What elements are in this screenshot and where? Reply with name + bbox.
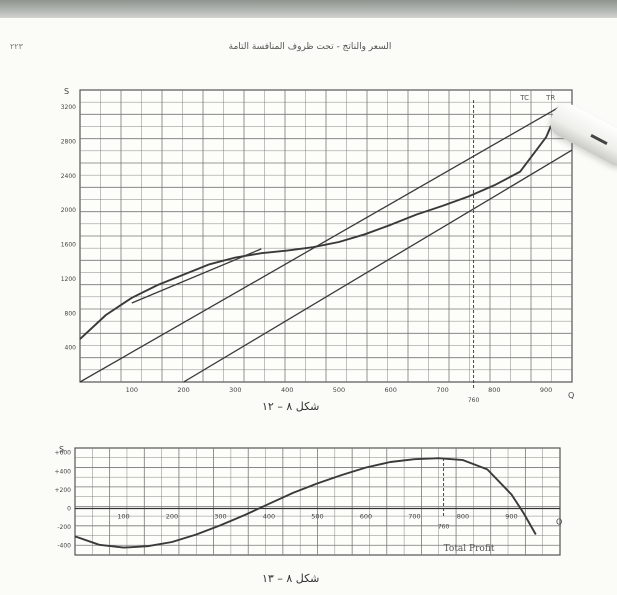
x-tick-label: 300 (229, 386, 241, 394)
x-tick-label: 900 (505, 512, 517, 520)
x-axis-end-label: Q (568, 391, 574, 400)
y-tick-label: 2800 (61, 139, 76, 146)
series-line-1 (74, 457, 537, 549)
curve-label-tc: TC (519, 94, 529, 102)
y-tick-label: -400 (57, 543, 71, 550)
page-number: ٢٢٣ (10, 42, 23, 51)
chart-2: 100 200 300 400 500 600 700 800 900 -400 -200 0 +200… (55, 445, 562, 556)
x-tick-label: 400 (263, 512, 275, 520)
y-tick-label: 2400 (61, 173, 76, 180)
x-tick-label: 700 (436, 386, 448, 394)
x-axis-end-label: Q (556, 517, 562, 526)
x-tick-label: 900 (540, 386, 552, 394)
y-tick-label: 1200 (61, 276, 76, 283)
x-tick-label: 300 (214, 512, 226, 520)
x-tick-label: 100 (117, 512, 129, 520)
x-tick-label: 200 (177, 386, 189, 394)
figure-caption-13: شكل ٨ – ١٣ (262, 572, 320, 585)
guide-label-760: 760 (438, 523, 450, 530)
series-line-1 (79, 106, 560, 340)
page-header: السعر والناتج - تحت ظروف المنافسة التامة (228, 42, 392, 52)
x-tick-label: 400 (281, 386, 293, 394)
x-tick-label: 600 (385, 386, 397, 394)
series-line-3 (183, 149, 573, 383)
y-tick-label: +600 (55, 450, 72, 457)
curve-label-tr: TR (545, 94, 555, 102)
y-tick-label: 800 (65, 310, 77, 317)
y-tick-label: 1600 (61, 242, 76, 249)
series-line-4 (131, 248, 262, 304)
scanner-top-band (0, 0, 617, 22)
x-tick-label: 200 (166, 512, 178, 520)
y-tick-label: 400 (65, 345, 77, 352)
figure-caption-12: شكل ٨ – ١٢ (262, 400, 320, 413)
y-tick-label: -200 (57, 524, 71, 531)
y-tick-label: 0 (67, 505, 71, 512)
y-tick-label: +200 (55, 487, 72, 494)
y-tick-label: +400 (55, 468, 72, 475)
chart-1: 100 200 300 400 500 600 700 800 900 400 800 1200 160… (61, 87, 575, 404)
x-tick-label: 800 (488, 386, 500, 394)
y-axis-end-label: S (64, 87, 69, 96)
y-axis-end-label: S (59, 445, 64, 454)
x-tick-label: 800 (457, 512, 469, 520)
y-tick-label: 2000 (61, 207, 76, 214)
x-tick-label: 500 (333, 386, 345, 394)
series-line-2 (79, 106, 560, 383)
x-tick-label: 100 (126, 386, 138, 394)
x-tick-label: 600 (360, 512, 372, 520)
x-tick-label: 500 (311, 512, 323, 520)
guide-label-760: 760 (468, 397, 480, 404)
y-tick-label: 3200 (61, 104, 76, 111)
x-tick-label: 700 (408, 512, 420, 520)
series-name-total-profit: Total Profit (444, 544, 495, 554)
